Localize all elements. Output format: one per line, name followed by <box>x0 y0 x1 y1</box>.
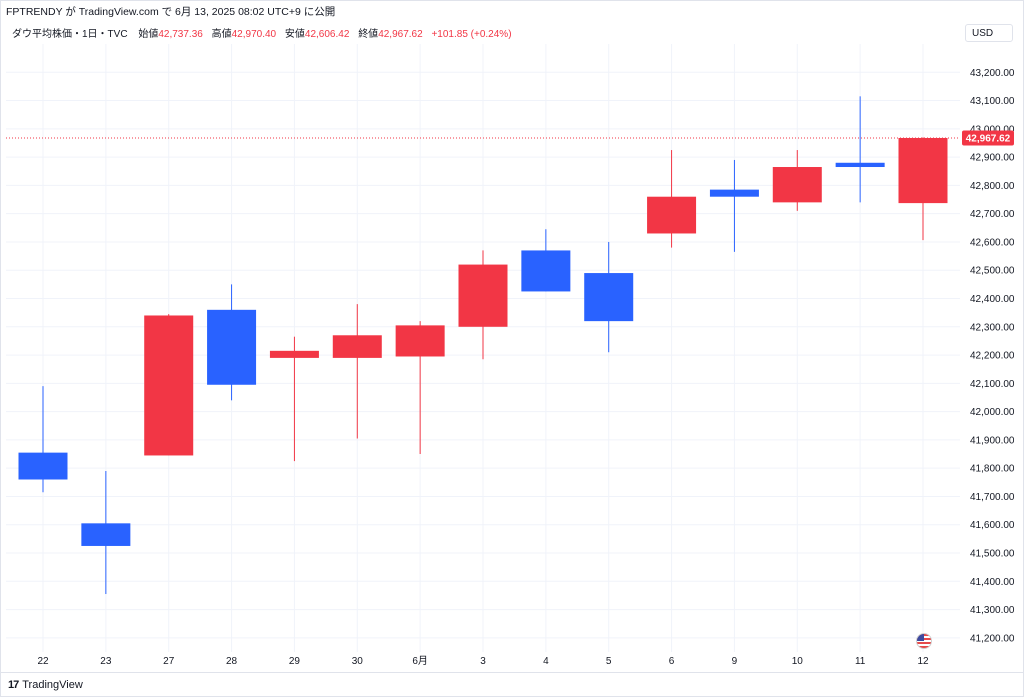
y-tick-label: 41,300.00 <box>970 605 1015 616</box>
symbol-label[interactable]: ダウ平均株価・1日・TVC <box>12 29 128 40</box>
x-axis: 22 23 27 28 29 30 6月 3 4 5 6 9 10 11 12 <box>37 655 929 667</box>
x-tick-label: 5 <box>606 656 612 667</box>
candle-body <box>772 167 822 203</box>
x-tick-label: 10 <box>792 656 804 667</box>
x-tick-label: 12 <box>917 656 929 667</box>
candle-body <box>269 350 319 358</box>
y-tick-label: 42,200.00 <box>970 351 1015 362</box>
tradingview-brand: TradingView <box>22 679 83 691</box>
y-tick-label: 43,000.00 <box>970 124 1015 135</box>
candle-body <box>18 452 68 480</box>
change-value: +101.85 (+0.24%) <box>431 29 512 40</box>
y-tick-label: 42,800.00 <box>970 181 1015 192</box>
y-tick-label: 41,900.00 <box>970 435 1015 446</box>
candle-body <box>647 196 697 234</box>
y-tick-label: 42,500.00 <box>970 266 1015 277</box>
y-tick-label: 41,700.00 <box>970 492 1015 503</box>
candle-body <box>81 523 131 546</box>
x-tick-label: 29 <box>289 656 301 667</box>
open-value: 42,737.36 <box>158 29 203 40</box>
y-tick-label: 41,400.00 <box>970 577 1015 588</box>
x-tick-label: 22 <box>37 656 49 667</box>
y-tick-label: 42,300.00 <box>970 322 1015 333</box>
last-price-badge <box>962 130 1014 146</box>
x-tick-label: 9 <box>732 656 738 667</box>
y-tick-label: 41,600.00 <box>970 520 1015 531</box>
x-tick-label: 23 <box>100 656 112 667</box>
high-value: 42,970.40 <box>231 29 277 40</box>
y-tick-label: 42,600.00 <box>970 237 1015 248</box>
candle-body <box>395 325 445 357</box>
candlestick-chart[interactable]: 41,200.00 41,300.00 41,400.00 41,500.00 41,6… <box>0 0 1024 672</box>
us-flag-icon[interactable] <box>916 633 932 649</box>
high-label: 高値 <box>211 29 232 40</box>
x-tick-label: 30 <box>352 656 364 667</box>
currency-selector[interactable]: USD <box>965 24 1013 42</box>
grid <box>6 44 960 652</box>
y-tick-label: 41,200.00 <box>970 633 1015 644</box>
candle-body <box>584 273 634 322</box>
open-label: 始値 <box>138 29 159 40</box>
x-tick-label: 11 <box>855 656 866 667</box>
y-tick-label: 42,000.00 <box>970 407 1015 418</box>
low-value: 42,606.42 <box>304 29 350 40</box>
x-tick-label: 6月 <box>412 655 428 667</box>
last-price-marker: 42,967.62 <box>6 130 1014 146</box>
x-tick-label: 3 <box>480 656 486 667</box>
y-tick-label: 43,100.00 <box>970 96 1015 107</box>
x-tick-label: 27 <box>163 656 175 667</box>
tradingview-logo[interactable]: 17 TradingView <box>8 679 83 691</box>
close-value: 42,967.62 <box>378 29 423 40</box>
x-tick-label: 4 <box>543 656 549 667</box>
y-tick-label: 42,700.00 <box>970 209 1015 220</box>
candle-body <box>835 162 885 168</box>
y-tick-label: 42,400.00 <box>970 294 1015 305</box>
footer-bar <box>0 672 1024 698</box>
ohlc-legend: ダウ平均株価・1日・TVC 始値42,737.36 高値42,970.40 安値… <box>12 25 512 40</box>
close-label: 終値 <box>358 29 379 40</box>
y-tick-label: 41,500.00 <box>970 549 1015 560</box>
candle-body <box>332 335 382 358</box>
x-tick-label: 6 <box>669 656 675 667</box>
candle-body <box>898 137 948 204</box>
candle-body <box>458 264 508 327</box>
y-axis: 41,200.00 41,300.00 41,400.00 41,500.00 41,6… <box>970 68 1015 645</box>
candles <box>18 96 948 595</box>
y-tick-label: 41,800.00 <box>970 464 1015 475</box>
candle-body <box>144 315 194 456</box>
low-label: 安値 <box>284 29 305 40</box>
y-tick-label: 43,200.00 <box>970 68 1015 79</box>
x-tick-label: 28 <box>226 656 238 667</box>
candle-body <box>521 250 571 292</box>
y-tick-label: 42,100.00 <box>970 379 1015 390</box>
last-price-label: 42,967.62 <box>966 133 1011 144</box>
candle-body <box>709 189 759 197</box>
candle-body <box>207 309 257 385</box>
y-tick-label: 42,900.00 <box>970 153 1015 164</box>
tradingview-logo-icon: 17 <box>8 679 19 691</box>
publish-caption: FPTRENDY が TradingView.com で 6月 13, 2025… <box>6 6 336 18</box>
